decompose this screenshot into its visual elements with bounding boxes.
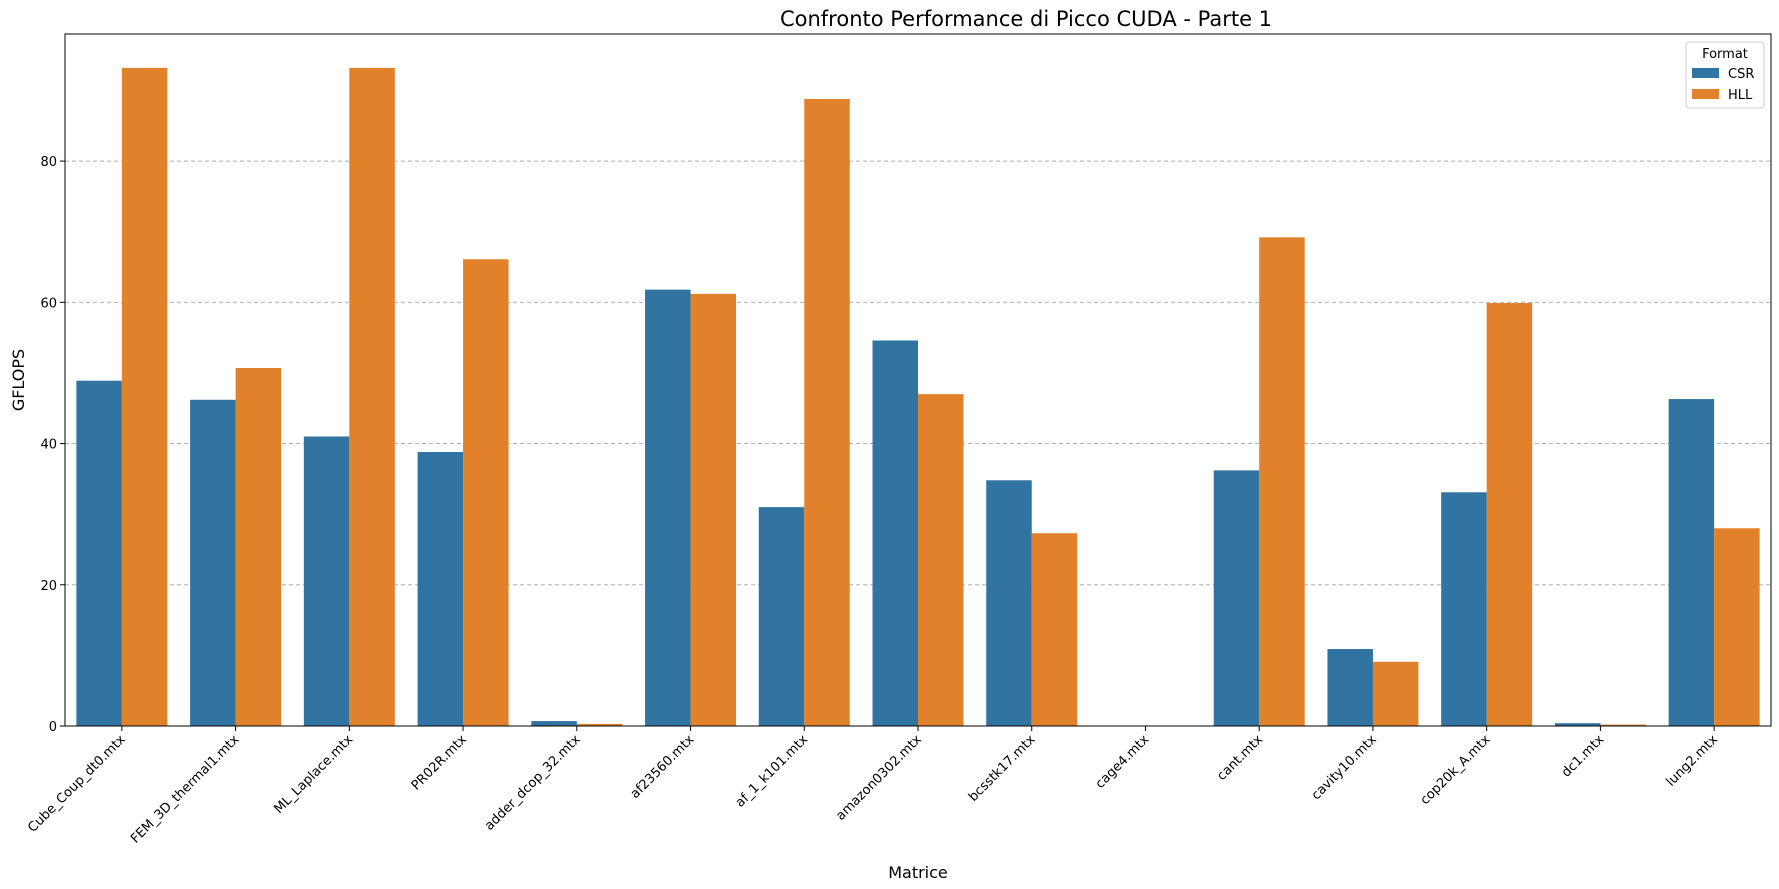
bar-csr	[1213, 470, 1260, 726]
x-tick-label: Cube_Coup_dt0.mtx	[25, 732, 129, 836]
y-tick-label: 0	[49, 720, 57, 735]
x-tick-label: bcsstk17.mtx	[966, 732, 1039, 805]
bar-csr	[303, 436, 350, 726]
bar-csr	[76, 380, 122, 726]
bar-hll	[1031, 533, 1078, 726]
x-axis-label: Matrice	[888, 863, 948, 882]
bar-hll	[690, 293, 737, 726]
bar-csr	[645, 289, 691, 726]
y-tick-label: 60	[40, 296, 57, 311]
x-tick-label: af_1_k101.mtx	[733, 732, 812, 811]
bar-hll	[1259, 237, 1305, 726]
bars	[76, 67, 1760, 727]
bar-csr	[417, 452, 464, 726]
legend-title: Format	[1702, 47, 1748, 62]
bar-hll	[1600, 724, 1646, 726]
bar-hll	[576, 723, 623, 726]
y-tick-label: 20	[40, 579, 57, 594]
bar-hll	[1486, 303, 1533, 726]
bar-csr	[758, 507, 805, 726]
x-tick-label: dc1.mtx	[1559, 732, 1607, 780]
legend-swatch-hll	[1692, 89, 1719, 99]
x-tick-label: ML_Laplace.mtx	[271, 732, 356, 817]
bar-csr	[1441, 492, 1487, 726]
x-tick-label: af23560.mtx	[628, 732, 698, 802]
bar-hll	[804, 98, 850, 727]
bar-hll	[1372, 661, 1419, 726]
bar-hll	[463, 259, 509, 726]
y-tick-label: 80	[40, 155, 57, 170]
legend-label-hll: HLL	[1728, 88, 1753, 103]
x-axis: Cube_Coup_dt0.mtx FEM_3D_thermal1.mtx ML_L…	[25, 726, 1721, 847]
x-tick-label: adder_dcop_32.mtx	[482, 732, 584, 834]
x-tick-label: cop20k_A.mtx	[1418, 732, 1494, 808]
bar-csr	[986, 480, 1032, 726]
x-tick-label: amazon0302.mtx	[833, 732, 925, 824]
bar-hll	[349, 67, 395, 727]
bar-hll	[235, 367, 282, 726]
bar-csr	[872, 340, 918, 726]
bar-hll	[121, 67, 168, 727]
bar-csr	[1327, 649, 1373, 726]
y-axis: 0 20 40 60 80	[40, 155, 65, 735]
bar-hll	[918, 394, 964, 726]
x-tick-label: FEM_3D_thermal1.mtx	[128, 732, 243, 847]
x-tick-label: lung2.mtx	[1664, 732, 1722, 790]
x-tick-label: cavity10.mtx	[1309, 732, 1380, 803]
x-tick-label: cage4.mtx	[1093, 732, 1153, 792]
y-tick-label: 40	[40, 438, 57, 453]
legend-swatch-csr	[1692, 68, 1719, 78]
bar-csr	[531, 721, 577, 726]
bar-csr	[190, 399, 236, 726]
legend: Format CSR HLL	[1685, 41, 1765, 109]
x-tick-label: cant.mtx	[1214, 732, 1266, 784]
bar-csr	[1668, 399, 1715, 726]
x-tick-label: PR02R.mtx	[409, 732, 470, 793]
bar-csr	[1554, 723, 1601, 726]
bar-hll	[1714, 528, 1760, 726]
legend-label-csr: CSR	[1728, 67, 1754, 82]
chart-title: Confronto Performance di Picco CUDA - Pa…	[780, 7, 1272, 31]
y-axis-label: GFLOPS	[9, 349, 28, 411]
